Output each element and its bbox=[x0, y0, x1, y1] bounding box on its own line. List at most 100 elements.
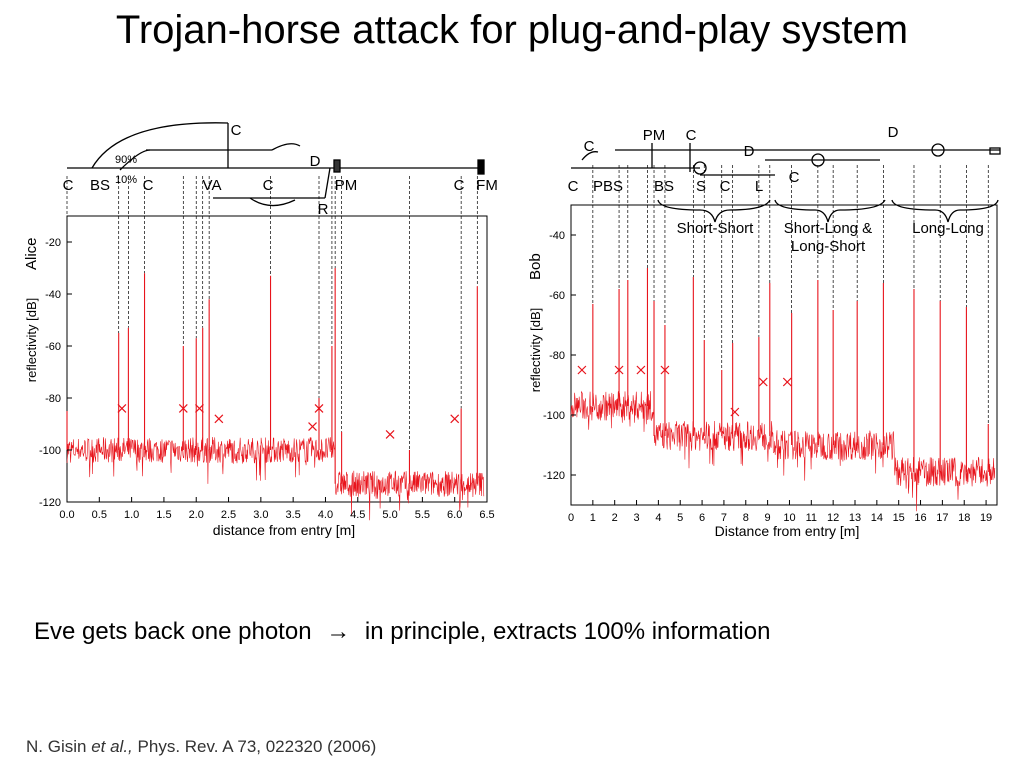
key-point-text: Eve gets back one photon → in principle,… bbox=[34, 618, 770, 646]
alice-xtick-label: 2.0 bbox=[189, 509, 204, 521]
alice-xtick-label: 2.5 bbox=[221, 509, 236, 521]
alice-schematic-label: R bbox=[318, 201, 329, 218]
bob-brace-2 bbox=[774, 199, 886, 223]
alice-schematic bbox=[67, 122, 485, 207]
alice-xtick-label: 0.0 bbox=[59, 509, 74, 521]
alice-xtick-label: 6.5 bbox=[479, 509, 494, 521]
alice-xtick-label: 3.0 bbox=[253, 509, 268, 521]
bob-xtick-label: 5 bbox=[677, 512, 683, 524]
alice-xtick-label: 0.5 bbox=[92, 509, 107, 521]
key-point-before: Eve gets back one photon bbox=[34, 618, 312, 645]
bob-schematic-label: BS bbox=[654, 178, 674, 195]
bob-xtick-label: 1 bbox=[590, 512, 596, 524]
bob-region-short-long: Short-Long & bbox=[784, 220, 872, 237]
bob-xtick-label: 18 bbox=[958, 512, 970, 524]
bob-trace bbox=[570, 268, 996, 512]
alice-detector-lead bbox=[271, 143, 301, 151]
bob-xtick-label: 17 bbox=[936, 512, 948, 524]
bob-brace-3 bbox=[891, 199, 999, 223]
citation-etal: et al., bbox=[91, 737, 133, 756]
alice-side-label: Alice bbox=[23, 237, 40, 270]
bob-ytick-label: -100 bbox=[543, 410, 565, 422]
bob-x-marker bbox=[758, 377, 768, 387]
alice-coupler bbox=[119, 149, 151, 171]
key-point-after: in principle, extracts 100% information bbox=[364, 618, 771, 645]
alice-fm-box bbox=[477, 159, 485, 175]
bob-xtick-label: 0 bbox=[568, 512, 574, 524]
bob-region-short-short: Short-Short bbox=[677, 220, 755, 237]
alice-trace bbox=[66, 268, 485, 521]
bob-schematic bbox=[571, 143, 1001, 223]
bob-xtick-label: 7 bbox=[721, 512, 727, 524]
alice-schematic-label: C bbox=[454, 177, 465, 194]
alice-schematic-label: D bbox=[310, 153, 321, 170]
bob-xtick-label: 4 bbox=[655, 512, 661, 524]
bob-c-lead bbox=[581, 151, 599, 161]
alice-dash-lines bbox=[66, 176, 478, 450]
alice-schematic-label: C bbox=[231, 122, 242, 139]
alice-axes: 0.0 0.5 1.0 1.5 2.0 2.5 3.0 3.5 4.0 4.5 5.0 5.5 6.0 6… bbox=[39, 237, 495, 521]
alice-xlabel: distance from entry [m] bbox=[213, 522, 355, 538]
bob-side-label: Bob bbox=[527, 253, 544, 280]
bob-end-box bbox=[989, 147, 1001, 155]
alice-x-marker bbox=[450, 414, 460, 424]
alice-ytick-label: -100 bbox=[39, 445, 61, 457]
alice-ylabel: reflectivity [dB] bbox=[24, 298, 39, 383]
bob-schematic-label: C bbox=[568, 178, 579, 195]
alice-x-marker bbox=[308, 422, 317, 432]
alice-ytick-label: -80 bbox=[45, 393, 61, 405]
alice-chart: C BS C VA C PM C FM C D R 90% 10% 0.0 0.5 1.0 1.5 2.0 2.5… bbox=[23, 122, 498, 538]
alice-xtick-label: 1.5 bbox=[156, 509, 171, 521]
bob-xtick-label: 2 bbox=[612, 512, 618, 524]
alice-xtick-label: 5.0 bbox=[382, 509, 397, 521]
bob-x-marker bbox=[577, 365, 587, 375]
citation: N. Gisin et al., Phys. Rev. A 73, 022320… bbox=[26, 737, 376, 757]
alice-schematic-label: 10% bbox=[115, 174, 137, 186]
bob-x-marker bbox=[636, 365, 646, 375]
alice-loop-arc bbox=[91, 122, 229, 169]
bob-xtick-label: 19 bbox=[980, 512, 992, 524]
alice-x-marker bbox=[214, 414, 224, 424]
bob-xtick-label: 14 bbox=[871, 512, 883, 524]
bob-ylabel: reflectivity [dB] bbox=[528, 308, 543, 393]
bob-xtick-label: 3 bbox=[633, 512, 639, 524]
alice-x-marker bbox=[314, 403, 324, 413]
bob-ytick-label: -120 bbox=[543, 470, 565, 482]
alice-xtick-label: 5.5 bbox=[415, 509, 430, 521]
alice-x-marker bbox=[117, 403, 127, 413]
bob-schematic-label: C bbox=[686, 127, 697, 144]
bob-schematic-label: D bbox=[888, 124, 899, 141]
bob-schematic-label: S bbox=[696, 178, 706, 195]
bob-schematic-label: PM bbox=[643, 127, 666, 144]
alice-ytick-label: -120 bbox=[39, 497, 61, 509]
alice-pm-box bbox=[333, 159, 341, 173]
bob-xtick-label: 16 bbox=[914, 512, 926, 524]
alice-ytick-label: -60 bbox=[45, 341, 61, 353]
bob-region-long-long: Long-Long bbox=[912, 220, 984, 237]
bob-schematic-label: C bbox=[789, 169, 800, 186]
alice-x-marker bbox=[195, 403, 204, 413]
bob-x-marker bbox=[614, 365, 624, 375]
alice-xtick-label: 6.0 bbox=[447, 509, 462, 521]
bob-x-marker bbox=[782, 377, 792, 387]
bob-dash-lines bbox=[592, 165, 989, 424]
bob-baseline-series bbox=[570, 390, 996, 512]
bob-xlabel: Distance from entry [m] bbox=[715, 523, 860, 539]
bob-xtick-label: 13 bbox=[849, 512, 861, 524]
alice-xtick-label: 4.0 bbox=[318, 509, 333, 521]
bob-ytick-label: -80 bbox=[549, 350, 565, 362]
bob-xtick-label: 10 bbox=[783, 512, 795, 524]
alice-xtick-label: 4.5 bbox=[350, 509, 365, 521]
bob-switch-left bbox=[693, 161, 707, 175]
bob-switch-right bbox=[931, 143, 945, 157]
alice-schematic-label: C bbox=[263, 177, 274, 194]
alice-xtick-label: 3.5 bbox=[286, 509, 301, 521]
alice-schematic-label: VA bbox=[203, 177, 222, 194]
citation-authors: N. Gisin bbox=[26, 737, 87, 756]
alice-schematic-label: C bbox=[63, 177, 74, 194]
alice-return-loop bbox=[249, 197, 296, 207]
arrow-icon: → bbox=[326, 618, 351, 645]
bob-schematic-label: C bbox=[584, 138, 595, 155]
